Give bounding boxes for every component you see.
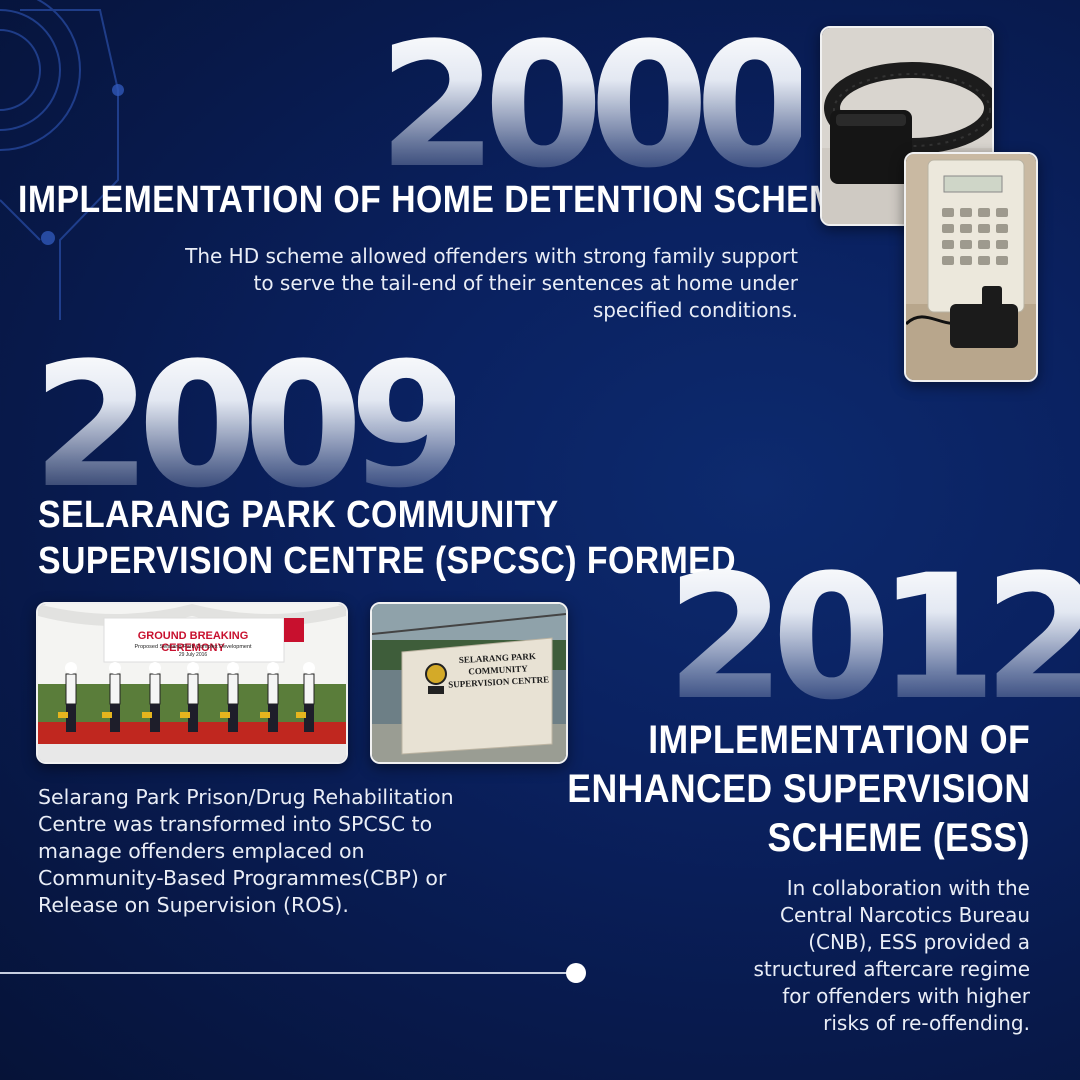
banner-date: 29 July 2016 (178, 652, 208, 658)
heading-line: SELARANG PARK COMMUNITY (38, 494, 559, 536)
banner-title: GROUND BREAKING CEREMONY (137, 630, 249, 654)
photo-monitoring-unit (904, 152, 1038, 382)
description-line: risks of re-offending. (823, 1011, 1030, 1035)
banner-subtitle: Proposed Selarang Park Complex Developme… (134, 644, 252, 650)
heading-line: ENHANCED SUPERVISION (566, 767, 1030, 811)
description-line: for offenders with higher (782, 984, 1030, 1008)
description-line: In collaboration with the (786, 876, 1030, 900)
timeline-dot (566, 963, 586, 983)
photo-spcsc-sign: SELARANG PARK COMMUNITY SUPERVISION CENT… (370, 602, 568, 764)
description-line: The HD scheme allowed offenders with str… (185, 244, 798, 268)
description-2009: Selarang Park Prison/Drug Rehabilitation… (38, 784, 538, 919)
description-line: Release on Supervision (ROS). (38, 893, 349, 917)
year-2000: 2000 (378, 5, 815, 206)
photo-ground-breaking: GROUND BREAKING CEREMONY Proposed Selara… (36, 602, 348, 764)
circuit-decoration (0, 0, 124, 320)
description-line: structured aftercare regime (753, 957, 1030, 981)
heading-line: IMPLEMENTATION OF (648, 718, 1030, 762)
heading-line: SCHEME (ESS) (767, 816, 1030, 860)
year-2009: 2009 (32, 325, 469, 526)
description-line: specified conditions. (592, 298, 798, 322)
description-line: Centre was transformed into SPCSC to (38, 812, 433, 836)
description-line: manage offenders emplaced on (38, 839, 365, 863)
description-2012: In collaboration with the Central Narcot… (640, 875, 1030, 1037)
timeline-line (0, 972, 576, 974)
heading-line: SUPERVISION CENTRE (SPCSC) FORMED (38, 540, 737, 582)
sign-text: SELARANG PARK COMMUNITY SUPERVISION CENT… (437, 649, 559, 691)
year-2012: 2012 (666, 552, 1080, 724)
description-line: Community-Based Programmes(CBP) or (38, 866, 447, 890)
description-line: Central Narcotics Bureau (780, 903, 1030, 927)
description-line: Selarang Park Prison/Drug Rehabilitation (38, 785, 454, 809)
description-line: to serve the tail-end of their sentences… (253, 271, 798, 295)
description-line: (CNB), ESS provided a (808, 930, 1030, 954)
description-2000: The HD scheme allowed offenders with str… (60, 243, 798, 324)
heading-home-detention: IMPLEMENTATION OF HOME DETENTION SCHEME … (18, 179, 944, 221)
